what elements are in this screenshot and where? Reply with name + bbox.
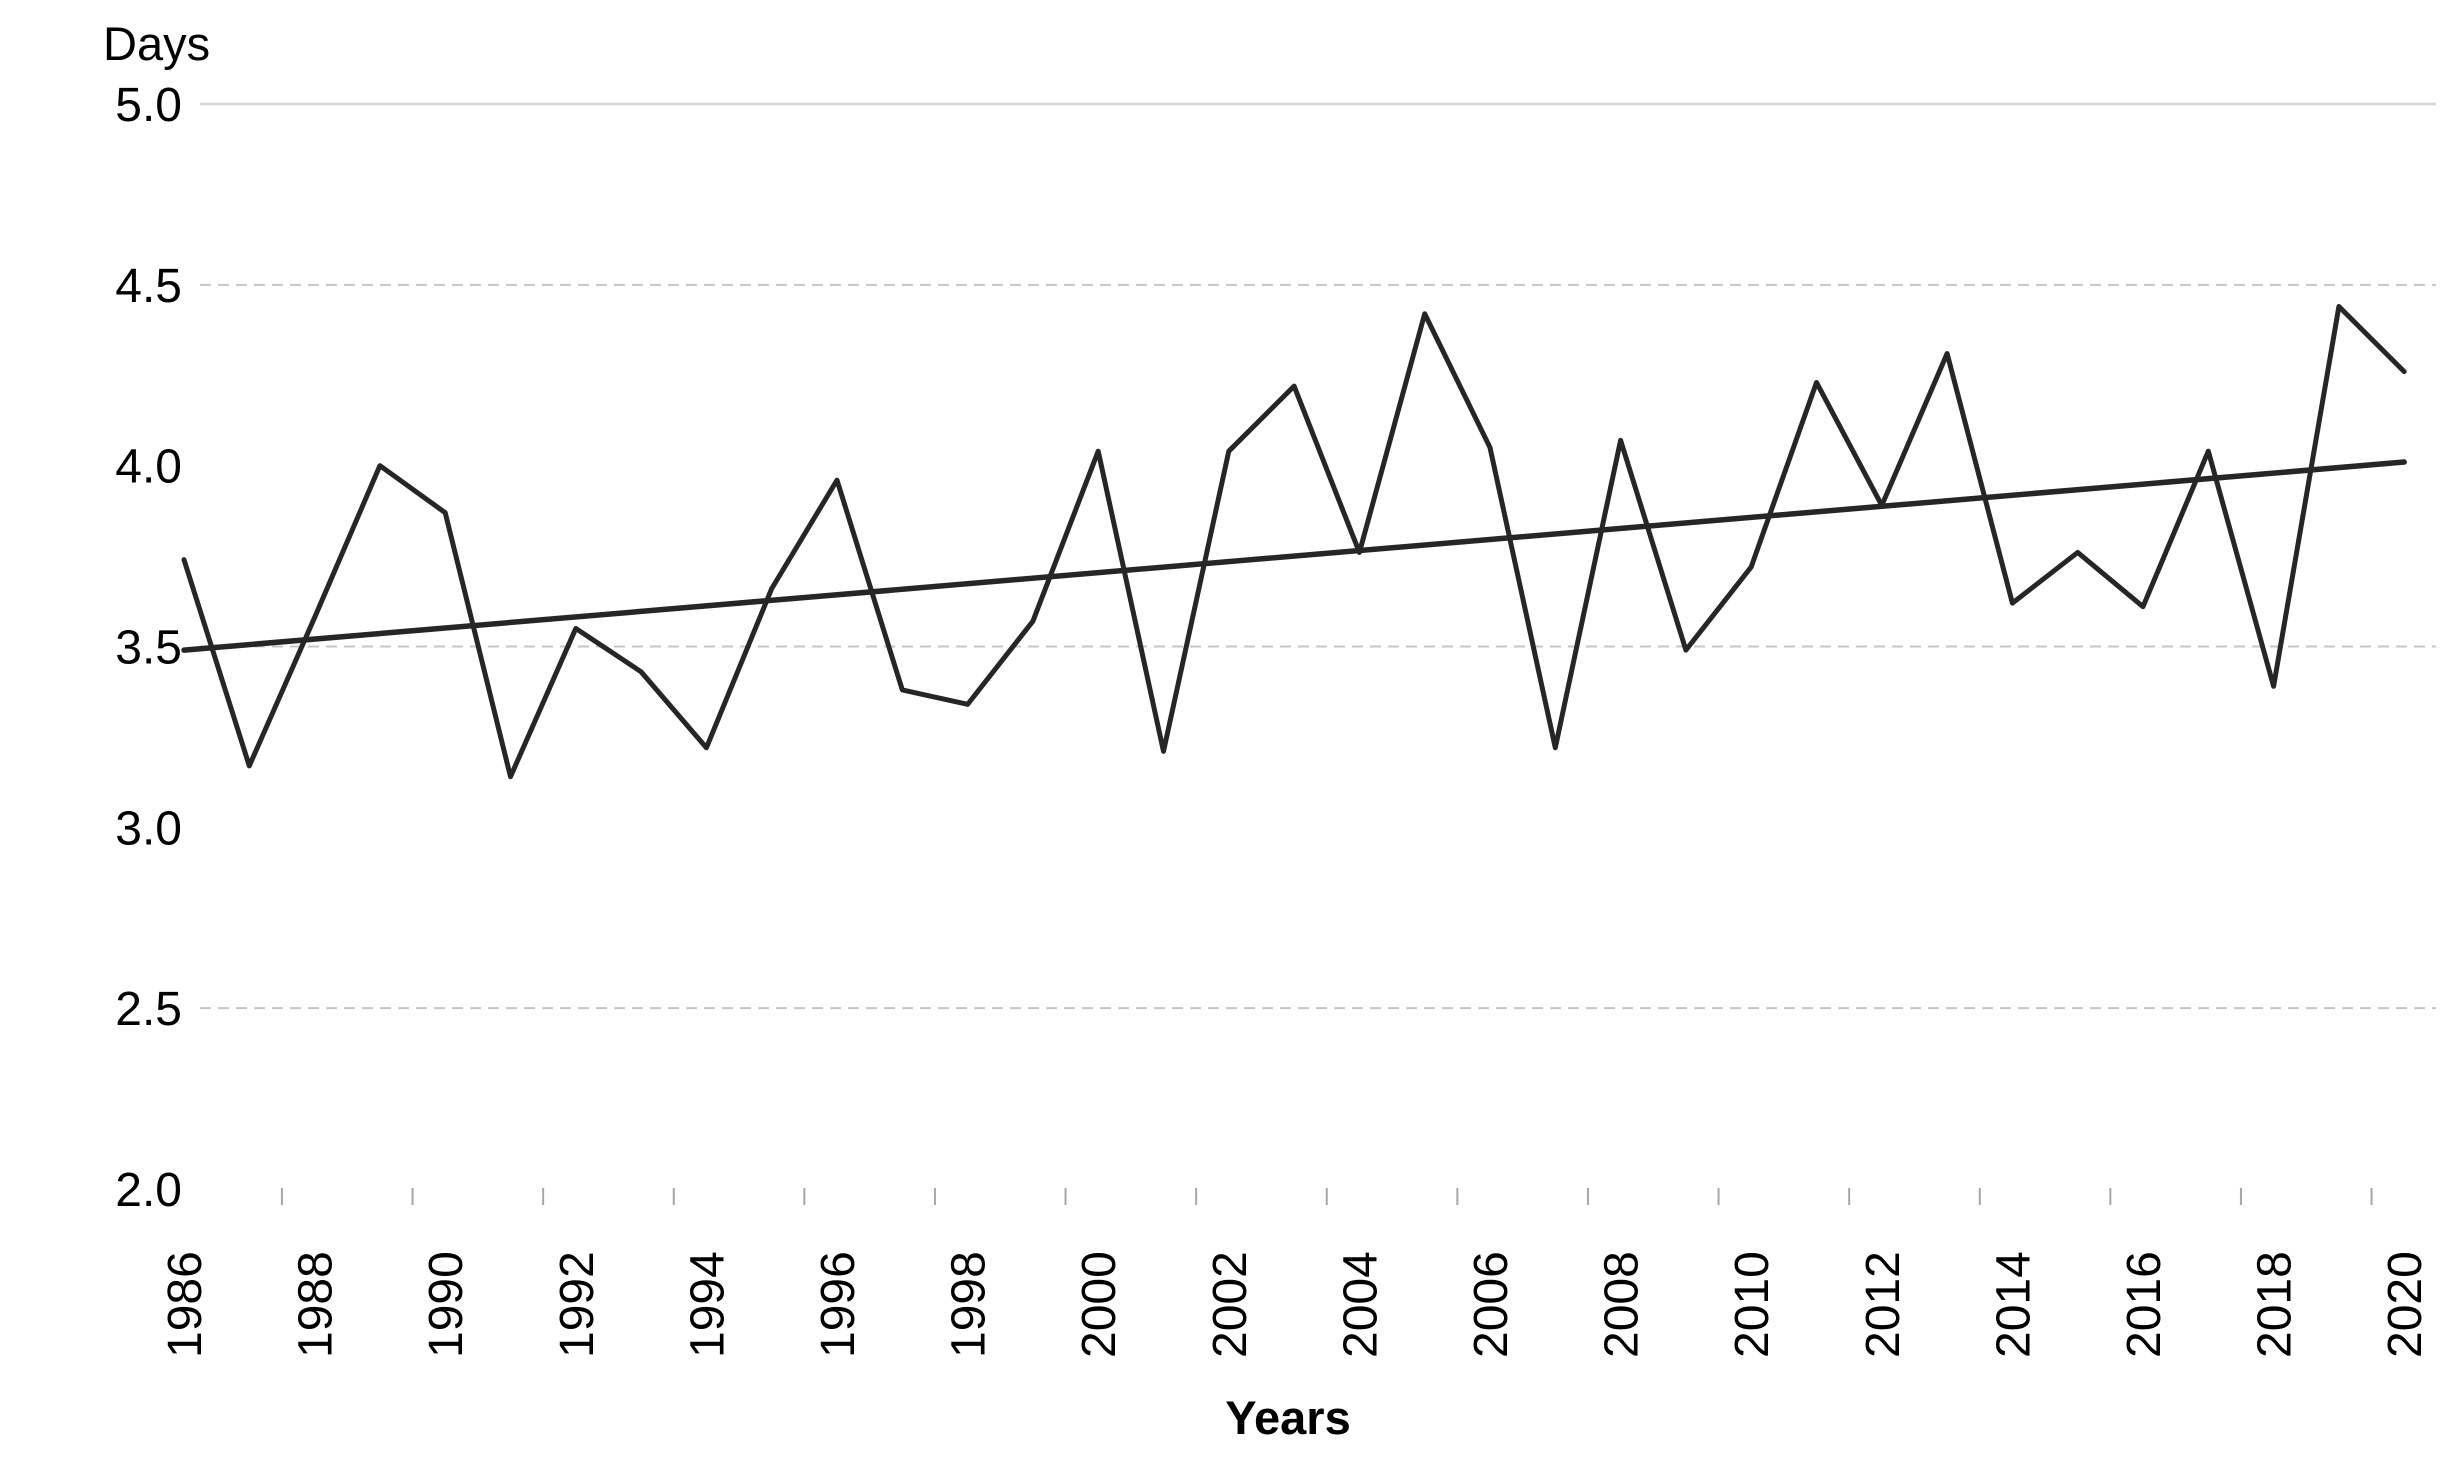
- x-tick-label-2018: 2018: [2249, 1251, 2302, 1358]
- y-tick-label-3.5: 3.5: [115, 621, 182, 674]
- y-tick-label-2.0: 2.0: [115, 1164, 182, 1217]
- x-tick-label-2000: 2000: [1073, 1251, 1126, 1358]
- data-series-line: [181, 304, 2407, 780]
- x-tick-label-2016: 2016: [2118, 1251, 2171, 1358]
- y-axis-title: Days: [103, 17, 210, 70]
- y-tick-label-4.5: 4.5: [115, 260, 182, 313]
- x-tick-label-1986: 1986: [159, 1251, 212, 1358]
- gridlines: [200, 102, 2436, 1010]
- x-tick-label-1996: 1996: [812, 1251, 865, 1358]
- y-tick-label-5.0: 5.0: [115, 79, 182, 132]
- x-tick-label-2010: 2010: [1726, 1251, 1779, 1358]
- y-tick-label-2.5: 2.5: [115, 983, 182, 1036]
- x-axis-ticks: [280, 1188, 2373, 1205]
- x-tick-label-2014: 2014: [1987, 1251, 2040, 1358]
- x-tick-label-1988: 1988: [290, 1251, 343, 1358]
- x-tick-label-1990: 1990: [420, 1251, 473, 1358]
- x-tick-label-1994: 1994: [681, 1251, 734, 1358]
- x-tick-label-2012: 2012: [1857, 1251, 1910, 1358]
- y-axis-tick-labels: 5.0 4.5 4.0 3.5 3.0 2.5 2.0: [115, 79, 182, 1217]
- x-axis-tick-labels: 1986 1988 1990 1992 1994 1996 1998 2000 2002 2004…: [159, 1251, 2432, 1358]
- x-tick-label-2008: 2008: [1596, 1251, 1649, 1358]
- y-tick-label-4.0: 4.0: [115, 441, 182, 494]
- x-axis-title: Years: [1225, 1391, 1350, 1444]
- x-tick-label-2004: 2004: [1334, 1251, 1387, 1358]
- y-tick-label-3.0: 3.0: [115, 802, 182, 855]
- trend-line: [181, 459, 2407, 653]
- x-tick-label-1998: 1998: [943, 1251, 996, 1358]
- x-tick-label-2002: 2002: [1204, 1251, 1257, 1358]
- x-tick-label-1992: 1992: [551, 1251, 604, 1358]
- x-tick-label-2006: 2006: [1465, 1251, 1518, 1358]
- x-tick-label-2020: 2020: [2379, 1251, 2432, 1358]
